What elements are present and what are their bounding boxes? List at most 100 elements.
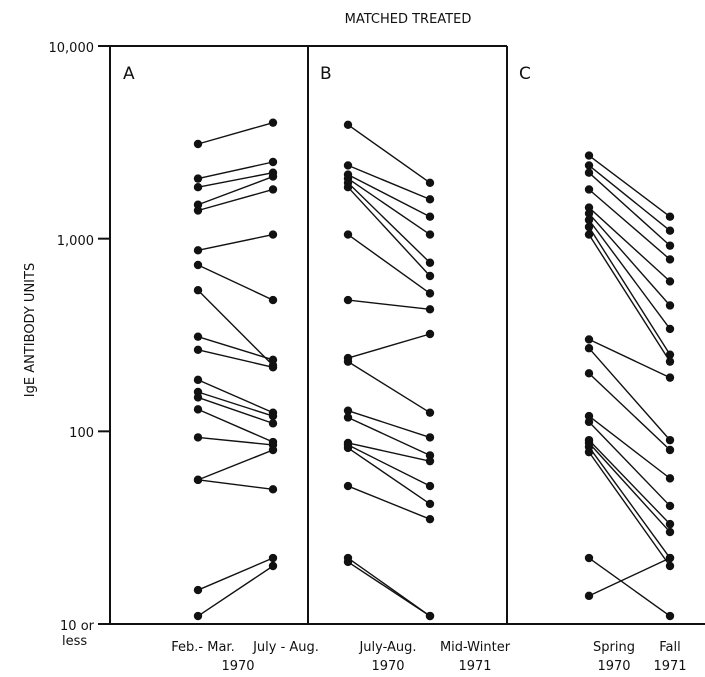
data-point [425, 456, 435, 466]
data-point [343, 182, 353, 192]
data-point [584, 230, 594, 239]
series-b-7 [343, 230, 435, 298]
data-point [665, 445, 675, 455]
series-line [197, 161, 274, 180]
series-b-4 [343, 174, 435, 239]
series-c-3 [584, 168, 675, 250]
y-axis-ticks: 10,000 1,000 100 10 or less [49, 41, 95, 649]
data-point [665, 519, 675, 529]
x-tick-label: Mid-Winter [440, 640, 511, 655]
series-c-4 [584, 185, 675, 264]
series-line [197, 479, 274, 491]
series-line [197, 289, 274, 366]
series-line [588, 213, 671, 306]
data-point [425, 178, 435, 187]
series-line [588, 172, 671, 247]
data-point [425, 195, 435, 204]
data-point [425, 305, 435, 314]
x-tick-label: Feb.- Mar. [171, 640, 234, 655]
data-point [584, 344, 594, 353]
data-point [584, 553, 594, 563]
series-line [197, 408, 274, 443]
data-point [584, 222, 594, 232]
series-line [197, 172, 274, 188]
data-point [343, 357, 353, 366]
series-a-15 [193, 433, 278, 450]
series-a-16 [193, 445, 278, 485]
series-c-12 [584, 369, 675, 455]
data-point [193, 393, 203, 402]
series-a-7 [193, 260, 278, 305]
panel-label: A [123, 64, 135, 84]
y-tick-label-1000: 1,000 [57, 234, 94, 249]
x-tick-label: Spring [593, 640, 635, 655]
plot-frame [98, 45, 705, 625]
data-point [268, 295, 278, 305]
series-a-4 [193, 172, 278, 209]
series-line [197, 121, 274, 145]
x-tick-year-label: 1971 [653, 659, 686, 674]
x-tick-year-label: 1971 [458, 659, 491, 674]
series-a-13 [193, 393, 278, 428]
series-a-2 [193, 157, 278, 183]
data-point [665, 255, 675, 264]
data-point [665, 301, 675, 310]
data-point [193, 332, 203, 341]
series-line [347, 447, 431, 505]
series-b-10 [343, 357, 435, 417]
series-line [588, 207, 671, 282]
series-line [347, 234, 431, 294]
x-tick-year-label: 1970 [371, 659, 404, 674]
data-point [193, 206, 203, 215]
data-point [268, 419, 278, 428]
series-line [588, 219, 671, 330]
data-point [343, 406, 353, 415]
series-line [197, 335, 274, 361]
data-point [343, 230, 353, 239]
data-point [584, 168, 594, 177]
series-b-2 [343, 161, 435, 204]
series-line [588, 557, 671, 597]
series-c-8 [584, 222, 675, 359]
series-line [197, 264, 274, 301]
series-line [347, 561, 431, 617]
data-point [193, 174, 203, 183]
data-point [268, 411, 278, 421]
series-a-10 [193, 345, 278, 372]
data-point [584, 151, 594, 160]
data-point [665, 212, 675, 221]
series-c-18 [584, 447, 675, 571]
series-line [197, 175, 274, 206]
series-line [588, 557, 671, 617]
series-line [347, 186, 431, 277]
data-point [665, 357, 675, 366]
series-line [588, 154, 671, 218]
data-point [343, 413, 353, 422]
series-a-12 [193, 387, 278, 421]
data-point [343, 120, 353, 129]
series-a-5 [193, 185, 278, 215]
series-b-1 [343, 120, 435, 187]
series-line [588, 421, 671, 507]
series-line [347, 299, 431, 310]
series-c-1 [584, 151, 675, 221]
data-point [425, 451, 435, 460]
series-b-12 [343, 413, 435, 460]
data-point [584, 417, 594, 427]
series-line [588, 164, 671, 232]
data-point [268, 363, 278, 372]
data-point [193, 246, 203, 255]
y-tick-label-10: 10 or [60, 619, 95, 634]
data-point [665, 241, 675, 250]
series-a-19 [193, 561, 278, 621]
series-line [197, 391, 274, 417]
series-line [588, 451, 671, 567]
data-point [343, 443, 353, 453]
series-c-2 [584, 161, 675, 235]
data-point [665, 226, 675, 235]
series-a-9 [193, 332, 278, 365]
series-c-19 [584, 553, 675, 621]
series-line [588, 442, 671, 533]
series-c-6 [584, 209, 675, 310]
series-line [347, 124, 431, 184]
